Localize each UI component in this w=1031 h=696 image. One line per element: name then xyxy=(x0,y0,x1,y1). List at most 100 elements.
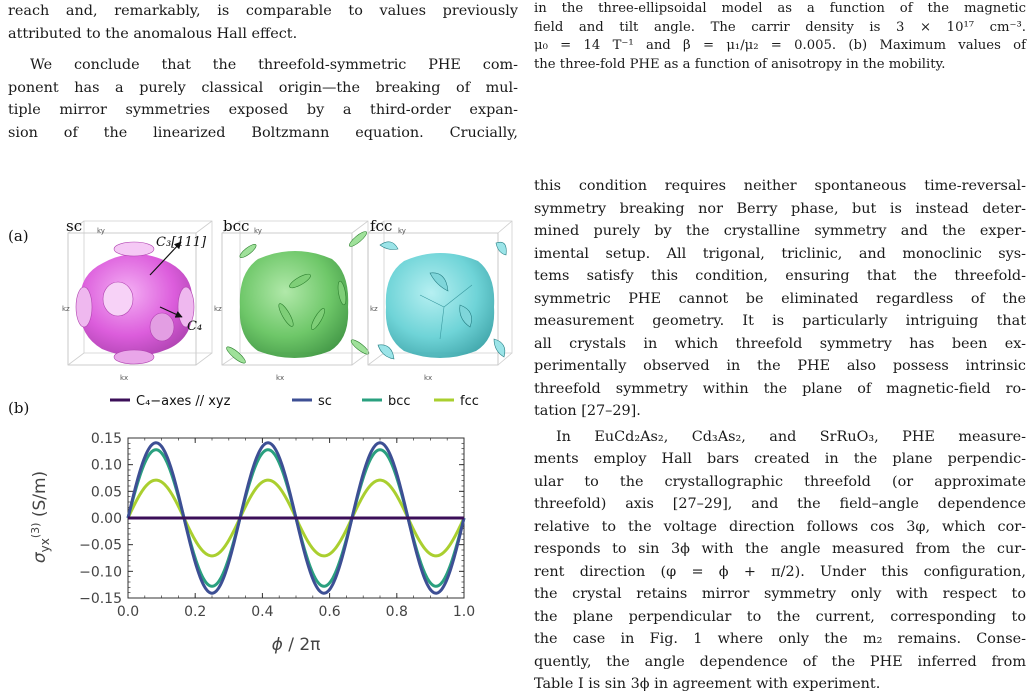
axis-kx-label: kx xyxy=(120,374,128,382)
x-tick-label: 0.0 xyxy=(117,604,139,620)
sc-label: sc xyxy=(66,217,82,235)
x-tick-label: 0.6 xyxy=(318,604,340,620)
chart-series xyxy=(126,441,466,595)
sc-neck xyxy=(102,281,134,317)
text-line: imental setup. All trigonal, triclinic, … xyxy=(534,245,1026,262)
bcc-pocket xyxy=(311,308,325,330)
chart-legend: C₄−axes // xyz sc bcc fcc xyxy=(110,394,479,409)
y-axis: 0.15 0.10 0.05 0.00 −0.05 −0.10 −0.15 xyxy=(79,431,464,607)
text-line: Table I is sin 3ϕ in agreement with expe… xyxy=(534,676,881,692)
text-line: symmetry breaking nor Berry phase, but i… xyxy=(534,200,1026,217)
fcc-pocket xyxy=(495,241,507,256)
axis-kz-label: kz xyxy=(214,305,222,313)
text-line: ponent has a purely classical origin—the… xyxy=(8,79,518,96)
panel-a-label: (a) xyxy=(8,227,29,245)
legend-label: bcc xyxy=(388,394,411,409)
text-line: the crystal retains mirror symmetry only… xyxy=(534,586,1026,602)
sc-neck xyxy=(75,286,93,328)
x-tick-label: 0.4 xyxy=(251,604,273,620)
x-tick-label: 0.8 xyxy=(386,604,408,620)
sc-box: sc ky kz kx C₃[111] C₄ xyxy=(62,217,213,382)
c4-arrow-label: C₄ xyxy=(187,319,202,334)
right-paragraph-2: In EuCd₂As₂, Cd₃As₂, and SrRuO₃, PHE mea… xyxy=(534,426,1026,696)
caption-line: μ₀ = 14 T⁻¹ and β = μ₁/μ₂ = 0.005. (b) M… xyxy=(534,38,1026,54)
c4-arrow xyxy=(159,306,183,318)
sc-fermi-surface xyxy=(79,254,193,356)
y-axis-label: σyx(3) (S/m) xyxy=(29,471,52,563)
legend-label: sc xyxy=(318,394,332,409)
text-line: ular to the crystallographic threefold (… xyxy=(534,473,1026,490)
text-line: symmetric PHE cannot be eliminated regar… xyxy=(534,290,1026,307)
bcc-pocket xyxy=(226,346,246,364)
axis-kz-label: kz xyxy=(370,305,378,313)
y-tick-label: −0.05 xyxy=(79,538,122,554)
x-tick-label: 1.0 xyxy=(453,604,475,620)
text-line: the case in Fig. 1 where only the m₂ rem… xyxy=(534,631,1026,647)
bcc-pocket xyxy=(337,280,347,306)
text-line: perimentally observed in the PHE also po… xyxy=(534,358,1026,374)
sc-neck xyxy=(149,312,175,342)
text-line: responds to sin 3ϕ with the angle measur… xyxy=(534,541,1026,557)
caption-line: the three-fold PHE as a function of anis… xyxy=(534,56,946,72)
text-line: all crystals in which threefold symmetry… xyxy=(534,335,1026,352)
right-column-body: this condition requires neither spontane… xyxy=(534,175,1026,696)
panel-b-label: (b) xyxy=(8,399,29,417)
text-line: this condition requires neither spontane… xyxy=(534,178,1026,194)
text-line: measurement geometry. It is particularly… xyxy=(534,313,1026,329)
legend-label: C₄−axes // xyz xyxy=(136,394,231,409)
y-tick-label: −0.15 xyxy=(79,591,122,607)
bcc-pocket xyxy=(349,231,367,247)
y-tick-label: 0.15 xyxy=(91,431,122,447)
bcc-fermi-surface xyxy=(239,251,349,358)
left-paragraph-2: We conclude that the threefold-symmetric… xyxy=(8,54,518,144)
text-line: the plane perpendicular to the current, … xyxy=(534,608,1026,625)
fcc-fermi-surface xyxy=(385,253,495,358)
text-line: tation [27–29]. xyxy=(534,403,641,419)
text-line: tiple mirror symmetries exposed by a thi… xyxy=(8,102,518,118)
axis-kx-label: kx xyxy=(276,374,284,382)
bcc-label: bcc xyxy=(223,217,249,235)
fcc-pocket xyxy=(493,338,506,358)
x-axis-label: ϕ / 2π xyxy=(272,635,321,655)
legend-label: fcc xyxy=(460,394,479,409)
axis-ky-label: ky xyxy=(254,227,262,235)
fcc-label: fcc xyxy=(370,217,392,235)
text-line: attributed to the anomalous Hall effect. xyxy=(8,25,298,42)
bcc-box: bcc ky kz kx xyxy=(214,217,370,382)
fcc-pocket xyxy=(459,304,472,328)
axis-ky-label: ky xyxy=(97,227,105,235)
text-line: threefold) axis [27–29], and the field–a… xyxy=(534,496,1026,512)
y-tick-label: −0.10 xyxy=(79,564,122,580)
text-line: rent direction (φ = ϕ + π/2). Under this… xyxy=(534,563,1026,580)
bcc-pocket xyxy=(239,244,257,258)
c3-arrow xyxy=(149,241,182,276)
bcc-pocket xyxy=(289,273,311,289)
y-tick-label: 0.10 xyxy=(91,458,122,474)
figure-caption: in the three-ellipsoidal model as a func… xyxy=(534,0,1026,74)
text-line: sion of the linearized Boltzmann equatio… xyxy=(8,124,518,141)
fcc-pocket xyxy=(379,241,399,250)
x-tick-label: 0.2 xyxy=(184,604,206,620)
text-line: threefold symmetry within the plane of m… xyxy=(534,380,1026,397)
text-line: relative to the voltage direction follow… xyxy=(534,518,1026,535)
caption-line: in the three-ellipsoidal model as a func… xyxy=(534,1,1026,16)
axis-ky-label: ky xyxy=(398,227,406,235)
text-line: mined purely by the crystalline symmetry… xyxy=(534,223,1026,239)
left-paragraph-1: reach and, remarkably, is comparable to … xyxy=(8,0,518,45)
axis-kz-label: kz xyxy=(62,305,70,313)
sc-neck xyxy=(113,241,155,257)
figure-panel-b: (b) C₄−axes // xyz sc bcc fcc 0.150.100.050… xyxy=(8,394,479,655)
y-tick-label: 0.00 xyxy=(91,511,122,527)
right-paragraph-1: this condition requires neither spontane… xyxy=(534,175,1026,423)
fcc-box: fcc ky kz kx xyxy=(367,217,513,382)
bcc-pocket xyxy=(350,339,370,355)
c3-arrow-label: C₃[111] xyxy=(156,235,207,250)
y-tick-label: 0.05 xyxy=(91,484,122,500)
text-line: ments employ Hall bars created in the pl… xyxy=(534,451,1026,467)
text-line: reach and, remarkably, is comparable to … xyxy=(8,3,518,19)
text-line: We conclude that the threefold-symmetric… xyxy=(30,57,518,73)
fcc-pocket xyxy=(377,344,395,360)
fcc-pocket xyxy=(429,272,449,292)
bcc-pocket xyxy=(278,303,294,327)
figure-panel-a: (a) sc ky kz kx C₃[111] C₄ bcc xyxy=(8,217,513,382)
